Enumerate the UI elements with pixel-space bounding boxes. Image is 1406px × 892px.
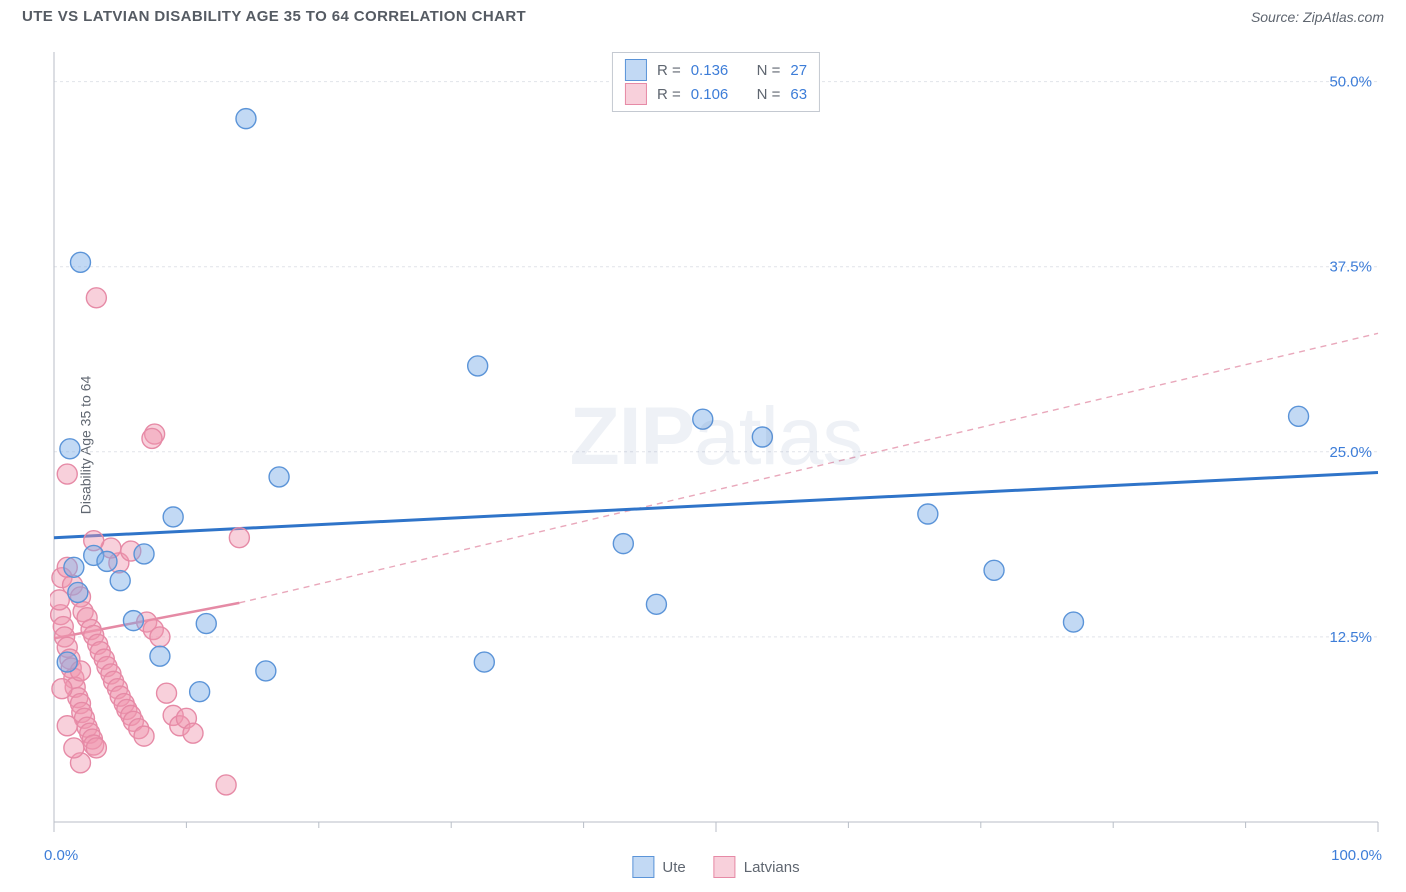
legend-item-ute: Ute <box>632 856 685 878</box>
legend-item-latvian: Latvians <box>714 856 800 878</box>
source-attribution: Source: ZipAtlas.com <box>1251 9 1384 25</box>
stats-row-latvian: R = 0.106 N = 63 <box>625 83 807 105</box>
chart-container: Disability Age 35 to 64 12.5%25.0%37.5%5… <box>22 50 1382 840</box>
x-axis-max-label: 100.0% <box>1331 847 1382 864</box>
stats-row-ute: R = 0.136 N = 27 <box>625 59 807 81</box>
latvian-legend-swatch-icon <box>714 856 736 878</box>
ute-swatch-icon <box>625 59 647 81</box>
series-legend: Ute Latvians <box>632 856 799 878</box>
svg-text:25.0%: 25.0% <box>1329 444 1372 461</box>
stats-legend: R = 0.136 N = 27 R = 0.106 N = 63 <box>612 52 820 112</box>
svg-text:50.0%: 50.0% <box>1329 74 1372 91</box>
latvian-swatch-icon <box>625 83 647 105</box>
x-axis-min-label: 0.0% <box>44 847 78 864</box>
svg-text:37.5%: 37.5% <box>1329 259 1372 276</box>
scatter-svg: 12.5% 25.0% 37.5% 50.0% <box>50 50 1382 840</box>
ute-legend-swatch-icon <box>632 856 654 878</box>
chart-title: UTE VS LATVIAN DISABILITY AGE 35 TO 64 C… <box>22 8 526 25</box>
plot-area: 12.5%25.0%37.5%50.0% ZIPatlas R = 0.136 … <box>50 50 1382 840</box>
svg-text:12.5%: 12.5% <box>1329 629 1372 646</box>
